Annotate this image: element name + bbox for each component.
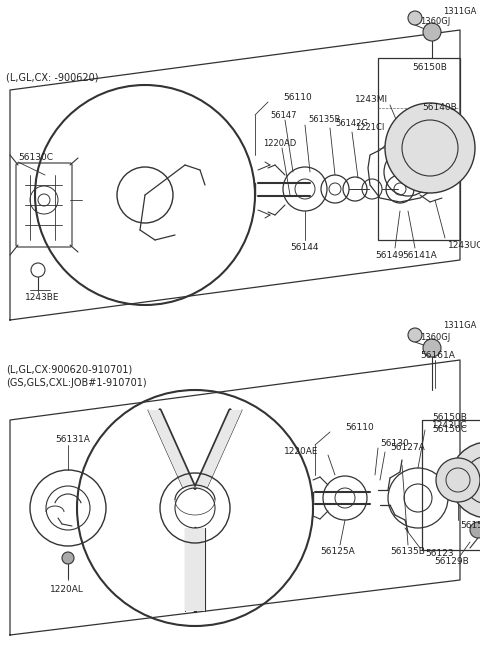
Polygon shape: [148, 410, 195, 488]
Text: 56123: 56123: [425, 549, 454, 558]
Text: 56150B: 56150B: [413, 64, 447, 72]
Text: 56144: 56144: [291, 244, 319, 252]
Circle shape: [450, 442, 480, 518]
Text: 1360GJ: 1360GJ: [420, 18, 450, 26]
Text: 56130C: 56130C: [18, 154, 53, 162]
Text: 56110: 56110: [345, 424, 374, 432]
Text: 56140B: 56140B: [422, 102, 457, 112]
Text: (L,GL,CX:900620-910701): (L,GL,CX:900620-910701): [6, 365, 132, 375]
Text: 1220AE: 1220AE: [284, 447, 318, 457]
Circle shape: [470, 522, 480, 538]
Circle shape: [385, 103, 475, 193]
Text: 56161A: 56161A: [420, 350, 455, 359]
Text: 1220AL: 1220AL: [50, 585, 84, 595]
Text: 56135B: 56135B: [308, 116, 340, 124]
Text: (L,GL,CX: -900620): (L,GL,CX: -900620): [6, 73, 98, 83]
Text: 56147: 56147: [271, 110, 297, 120]
Circle shape: [408, 11, 422, 25]
Text: 56150B: 56150B: [432, 413, 467, 422]
Text: 1220AD: 1220AD: [264, 139, 297, 148]
Text: 1221CI: 1221CI: [355, 122, 384, 131]
Text: 1243MI: 1243MI: [355, 95, 388, 104]
Text: 56154A: 56154A: [460, 522, 480, 530]
Text: 1311GA: 1311GA: [443, 321, 476, 330]
Text: 56142G: 56142G: [335, 118, 368, 127]
Polygon shape: [185, 528, 205, 611]
Text: 56149: 56149: [376, 250, 404, 260]
Circle shape: [423, 339, 441, 357]
Text: 56110: 56110: [283, 93, 312, 102]
Text: 1311GA: 1311GA: [443, 7, 476, 16]
Text: (GS,GLS,CXL:JOB#1-910701): (GS,GLS,CXL:JOB#1-910701): [6, 378, 146, 388]
Text: 1360GJ: 1360GJ: [420, 334, 450, 342]
Circle shape: [408, 328, 422, 342]
Text: 1243BE: 1243BE: [25, 294, 60, 302]
Circle shape: [423, 23, 441, 41]
Polygon shape: [195, 410, 242, 488]
Text: 56125A: 56125A: [321, 547, 355, 556]
Text: 1243UC: 1243UC: [432, 422, 468, 430]
Text: 56135B: 56135B: [391, 547, 425, 556]
Text: 56130: 56130: [380, 438, 409, 447]
Circle shape: [62, 552, 74, 564]
Text: 56129B: 56129B: [434, 558, 469, 566]
Circle shape: [436, 458, 480, 502]
Bar: [422, 420, 480, 550]
Text: 56127A: 56127A: [390, 443, 425, 453]
Bar: [378, 58, 460, 240]
Text: 56131A: 56131A: [55, 436, 90, 445]
Text: 56141A: 56141A: [403, 250, 437, 260]
Text: 56150C: 56150C: [432, 426, 467, 434]
Text: 1243UC: 1243UC: [448, 240, 480, 250]
